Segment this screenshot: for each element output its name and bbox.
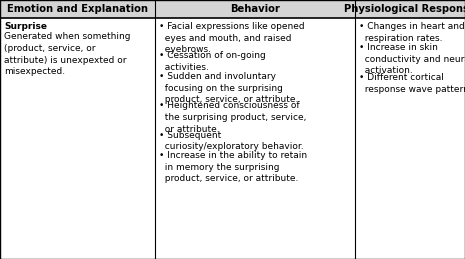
Text: Physiological Response: Physiological Response bbox=[344, 4, 465, 14]
Text: • Facial expressions like opened
  eyes and mouth, and raised
  eyebrows.: • Facial expressions like opened eyes an… bbox=[159, 22, 305, 54]
Text: • Cessation of on-going
  activities.: • Cessation of on-going activities. bbox=[159, 51, 266, 72]
Text: • Increase in the ability to retain
  in memory the surprising
  product, servic: • Increase in the ability to retain in m… bbox=[159, 151, 307, 183]
Bar bbox=[0, 0, 155, 18]
Text: Surprise: Surprise bbox=[4, 22, 47, 31]
Bar bbox=[155, 0, 355, 18]
Text: • Changes in heart and
  respiration rates.: • Changes in heart and respiration rates… bbox=[359, 22, 465, 43]
Text: • Sudden and involuntary
  focusing on the surprising
  product, service, or att: • Sudden and involuntary focusing on the… bbox=[159, 72, 299, 104]
Text: Generated when something
(product, service, or
attribute) is unexpexted or
misex: Generated when something (product, servi… bbox=[4, 32, 131, 76]
Text: • Subsequent
  curiosity/exploratory behavior.: • Subsequent curiosity/exploratory behav… bbox=[159, 131, 304, 151]
Text: Emotion and Explanation: Emotion and Explanation bbox=[7, 4, 148, 14]
Text: • Increase in skin
  conductivity and neural
  activation.: • Increase in skin conductivity and neur… bbox=[359, 43, 465, 75]
Text: • Heightened consciousness of
  the surprising product, service,
  or attribute.: • Heightened consciousness of the surpri… bbox=[159, 101, 306, 134]
Text: Behavior: Behavior bbox=[230, 4, 280, 14]
Bar bbox=[355, 0, 465, 18]
Text: • Different cortical
  response wave patterns.: • Different cortical response wave patte… bbox=[359, 73, 465, 93]
